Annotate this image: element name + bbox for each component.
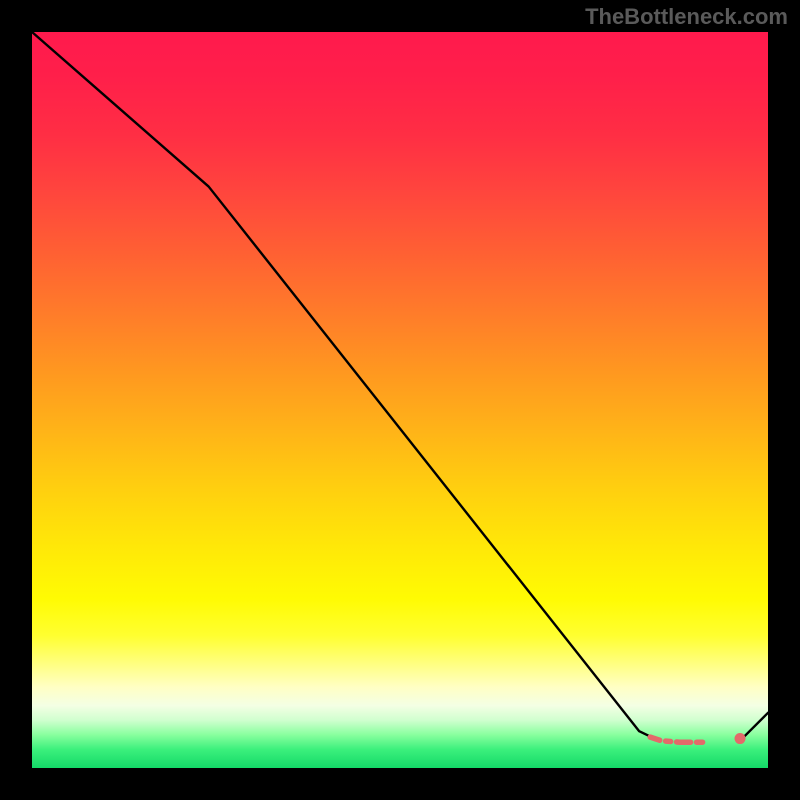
attribution-text: TheBottleneck.com bbox=[585, 4, 788, 30]
chart-svg bbox=[32, 32, 768, 768]
flat-segment bbox=[650, 737, 731, 742]
tail-line bbox=[742, 713, 768, 739]
end-marker bbox=[735, 733, 746, 744]
plot-area bbox=[32, 32, 768, 768]
main-line bbox=[32, 32, 658, 740]
